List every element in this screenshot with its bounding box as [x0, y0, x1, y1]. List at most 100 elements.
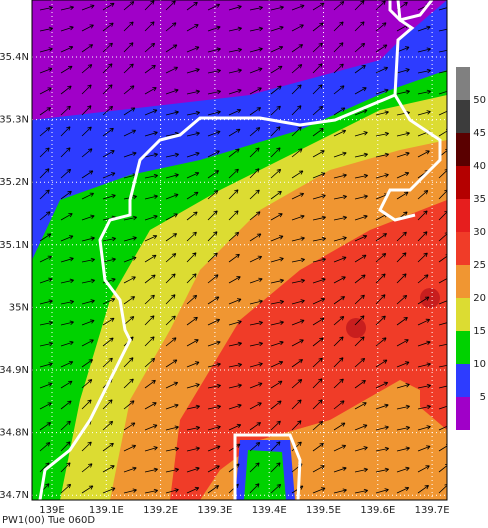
- wind-arrow: [438, 49, 447, 53]
- wind-arrow: [375, 359, 388, 368]
- wind-arrow: [270, 320, 284, 326]
- colorbar-label: 30: [473, 227, 486, 238]
- wind-arrow: [207, 362, 221, 368]
- wind-arrow: [396, 383, 410, 389]
- wind-arrow: [291, 170, 304, 179]
- wind-arrow: [354, 446, 368, 452]
- wind-arrow: [291, 148, 303, 158]
- wind-arrow: [270, 400, 282, 410]
- wind-arrow: [39, 442, 51, 452]
- wind-arrow: [291, 192, 305, 200]
- wind-arrow: [438, 7, 447, 11]
- lon-label: 139.7E: [415, 505, 450, 516]
- wind-arrow: [186, 151, 200, 158]
- wind-arrow: [207, 445, 221, 452]
- wind-arrow: [354, 42, 366, 53]
- wind-arrow: [228, 320, 242, 326]
- wind-arrow: [396, 316, 408, 326]
- wind-arrow: [291, 126, 302, 137]
- wind-arrow: [270, 190, 282, 200]
- wind-arrow: [354, 214, 368, 221]
- wind-arrow: [207, 210, 218, 221]
- wind-arrow: [249, 211, 261, 221]
- wind-arrow: [270, 45, 284, 53]
- wind-arrow: [333, 357, 344, 368]
- wind-arrow: [354, 87, 367, 95]
- wind-arrow: [123, 256, 137, 263]
- wind-arrow: [375, 22, 387, 32]
- wind-arrow: [375, 446, 389, 452]
- wind-arrow: [333, 85, 345, 95]
- wind-arrow: [228, 5, 242, 11]
- wind-arrow: [102, 172, 116, 179]
- wind-arrow: [207, 3, 221, 11]
- wind-arrow: [60, 320, 74, 326]
- wind-arrow: [60, 360, 74, 368]
- wind-arrow: [291, 214, 305, 221]
- wind-arrow: [60, 168, 72, 179]
- wind-arrow: [438, 364, 447, 368]
- wind-arrow: [123, 129, 137, 137]
- wind-arrow: [102, 150, 115, 158]
- wind-arrow: [312, 105, 324, 116]
- wind-arrow: [396, 361, 410, 368]
- wind-arrow: [333, 42, 344, 53]
- wind-arrow: [375, 0, 386, 11]
- wind-arrow: [207, 425, 221, 431]
- wind-arrow: [186, 24, 199, 32]
- wind-arrow: [207, 150, 220, 158]
- wind-arrow: [354, 173, 368, 179]
- wind-arrow: [165, 173, 179, 179]
- wind-arrow: [186, 131, 200, 137]
- wind-arrow: [186, 68, 200, 74]
- lat-label: 35N: [9, 302, 29, 313]
- wind-arrow: [438, 385, 447, 389]
- colorbar: 5 10 15 20 25 30 35 40 45 50: [456, 67, 486, 430]
- wind-arrow: [312, 487, 326, 494]
- wind-arrow: [249, 341, 263, 347]
- wind-arrow: [270, 360, 284, 368]
- wind-arrow: [333, 151, 347, 158]
- wind-arrow: [144, 214, 158, 221]
- wind-arrow: [417, 274, 429, 284]
- wind-arrow: [438, 463, 447, 473]
- wind-arrow: [396, 339, 409, 347]
- wind-arrow: [375, 337, 387, 347]
- wind-arrow: [123, 63, 134, 74]
- wind-arrow: [144, 234, 158, 242]
- wind-arrow: [270, 85, 282, 95]
- wind-arrow: [144, 467, 158, 473]
- wind-arrow: [165, 359, 178, 368]
- wind-arrow: [312, 236, 326, 242]
- colorbar-label: 40: [473, 161, 486, 172]
- wind-arrow: [123, 378, 134, 389]
- wind-arrow: [207, 130, 221, 137]
- wind-arrow: [123, 488, 137, 494]
- wind-arrow: [354, 64, 366, 74]
- field: [32, 0, 447, 500]
- wind-arrow: [249, 362, 263, 368]
- wind-arrow: [228, 423, 242, 431]
- colorbar-box: [456, 265, 470, 298]
- wind-arrow: [333, 378, 344, 389]
- wind-arrow: [396, 425, 410, 431]
- wind-arrow: [333, 107, 346, 116]
- wind-arrow: [354, 402, 367, 410]
- wind-arrow: [186, 46, 200, 53]
- wind-arrow: [249, 47, 263, 53]
- wind-arrow: [165, 22, 177, 32]
- wind-arrow: [165, 110, 179, 116]
- wind-arrow: [228, 253, 240, 263]
- colorbar-box: [456, 298, 470, 331]
- wind-arrow: [375, 131, 389, 137]
- wind-arrow: [375, 110, 389, 116]
- wind-arrow: [144, 87, 157, 95]
- wind-arrow: [60, 147, 71, 158]
- wind-arrow: [228, 276, 241, 284]
- wind-arrow: [81, 441, 92, 452]
- wind-arrow: [207, 110, 221, 116]
- wind-arrow: [144, 64, 156, 74]
- wind-arrow: [354, 357, 366, 368]
- wind-arrow: [186, 404, 200, 410]
